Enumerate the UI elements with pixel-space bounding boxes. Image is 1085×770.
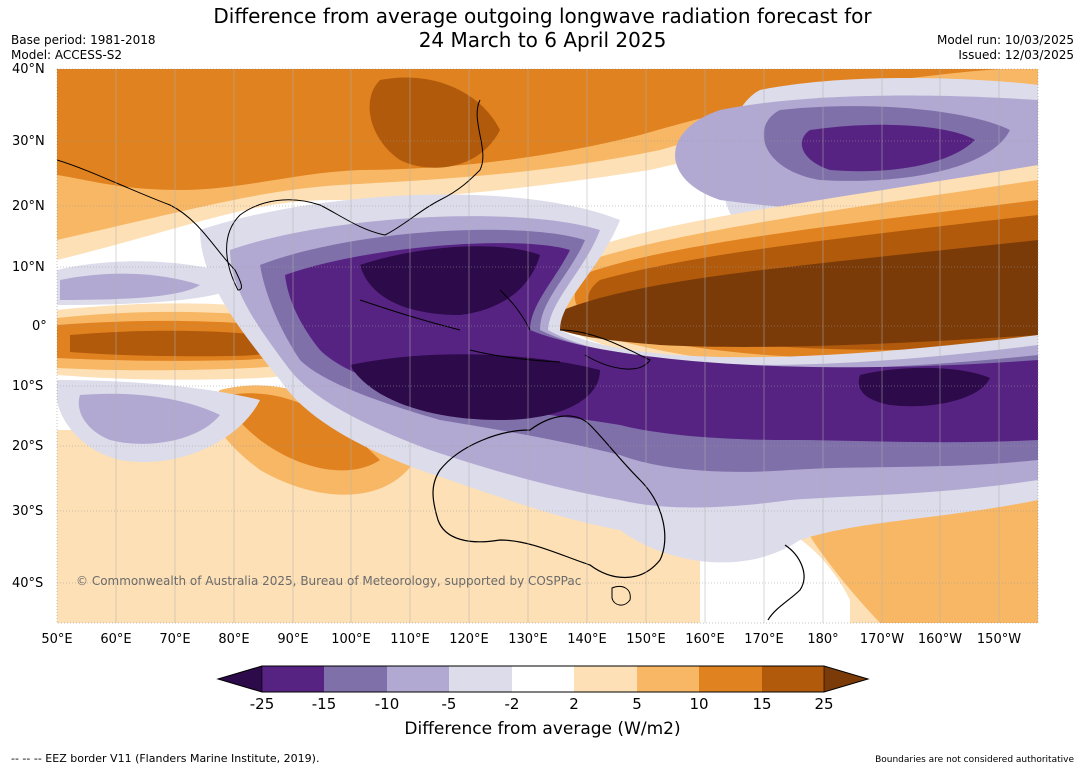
colorbar-seg xyxy=(512,666,574,692)
meta-right: Model run: 10/03/2025 Issued: 12/03/2025 xyxy=(937,33,1074,63)
issued-date: Issued: 12/03/2025 xyxy=(958,48,1074,62)
lat-label: 40°N xyxy=(12,62,45,77)
lon-label: 80°E xyxy=(218,632,250,647)
colorbar-tick: -15 xyxy=(311,695,337,713)
colorbar-seg xyxy=(449,666,512,692)
colorbar-title: Difference from average (W/m2) xyxy=(404,719,681,739)
colorbar-seg xyxy=(387,666,449,692)
australia-outline xyxy=(432,415,666,579)
new-guinea-outline xyxy=(559,329,651,370)
colorbar-seg xyxy=(762,666,824,692)
region-north-pos15 xyxy=(369,77,500,168)
colorbar-tick: -2 xyxy=(504,695,520,713)
copyright-notice: © Commonwealth of Australia 2025, Bureau… xyxy=(76,574,582,588)
lon-label: 140°E xyxy=(567,632,607,647)
lat-label: 0° xyxy=(32,319,47,334)
colorbar-high-extend xyxy=(824,666,868,692)
lon-label: 120°E xyxy=(449,632,489,647)
colorbar-tick: 25 xyxy=(814,695,834,713)
region-io-neg5-n xyxy=(60,273,200,300)
region-ep-pos25 xyxy=(540,240,1038,347)
lon-label: 160°E xyxy=(685,632,725,647)
colorbar-seg xyxy=(262,666,324,692)
colorbar-seg xyxy=(637,666,699,692)
lon-label: 180° xyxy=(807,632,839,647)
eez-note: -- -- -- EEZ border V11 (Flanders Marine… xyxy=(11,752,320,765)
map-border xyxy=(56,68,1039,624)
colorbar-seg xyxy=(324,666,387,692)
lon-label: 50°E xyxy=(41,632,73,647)
lat-label: 20°N xyxy=(12,199,45,214)
colorbar-seg xyxy=(574,666,637,692)
region-io-pos15 xyxy=(70,330,291,357)
base-period: Base period: 1981-2018 xyxy=(11,33,156,47)
lon-label: 150°W xyxy=(976,632,1022,647)
region-south-pos10-w xyxy=(228,393,380,471)
lon-label: 110°E xyxy=(390,632,430,647)
lon-label: 170°W xyxy=(859,632,905,647)
lat-label: 40°S xyxy=(12,576,44,591)
lat-label: 20°S xyxy=(12,439,44,454)
model-name: Model: ACCESS-S2 xyxy=(11,48,123,62)
colorbar-tick: 2 xyxy=(569,695,579,713)
lon-label: 100°E xyxy=(331,632,371,647)
title-line-1: Difference from average outgoing longwav… xyxy=(213,4,872,28)
colorbar-tick: 5 xyxy=(632,695,642,713)
lat-label: 30°S xyxy=(12,504,44,519)
lon-label: 170°E xyxy=(744,632,784,647)
model-run: Model run: 10/03/2025 xyxy=(936,33,1074,47)
boundary-disclaimer: Boundaries are not considered authoritat… xyxy=(875,755,1074,765)
colorbar-low-extend xyxy=(218,666,262,692)
colorbar-tick: 10 xyxy=(689,695,709,713)
chart-title: Difference from average outgoing longwav… xyxy=(0,4,1085,52)
lon-label: 60°E xyxy=(100,632,132,647)
region-np-neg15 xyxy=(801,124,975,172)
lat-label: 10°S xyxy=(12,379,44,394)
region-io-neg5-s xyxy=(78,393,220,444)
colorbar-tick: -10 xyxy=(374,695,400,713)
colorbar-tick: -25 xyxy=(249,695,275,713)
tasmania-outline xyxy=(611,586,631,606)
colorbar-tick: -5 xyxy=(441,695,457,713)
title-line-2: 24 March to 6 April 2025 xyxy=(418,28,667,52)
lat-label: 30°N xyxy=(12,134,45,149)
region-sp-neg25 xyxy=(858,367,990,407)
colorbar-tick: 15 xyxy=(752,695,772,713)
lon-label: 150°E xyxy=(626,632,666,647)
meta-left: Base period: 1981-2018 Model: ACCESS-S2 xyxy=(11,33,156,63)
colorbar-seg xyxy=(699,666,762,692)
indonesia-outline xyxy=(359,289,561,363)
new-zealand-outline xyxy=(767,544,805,621)
colorbar xyxy=(216,665,870,693)
lat-label: 10°N xyxy=(12,260,45,275)
lon-label: 90°E xyxy=(277,632,309,647)
map-fill xyxy=(57,69,1038,623)
graticule-lon xyxy=(115,69,1000,623)
lon-label: 160°W xyxy=(917,632,963,647)
lon-label: 70°E xyxy=(159,632,191,647)
lon-label: 130°E xyxy=(508,632,548,647)
region-mc-neg25-n xyxy=(360,246,540,315)
region-mc-neg25-s xyxy=(350,354,600,420)
asia-coast xyxy=(57,99,484,291)
